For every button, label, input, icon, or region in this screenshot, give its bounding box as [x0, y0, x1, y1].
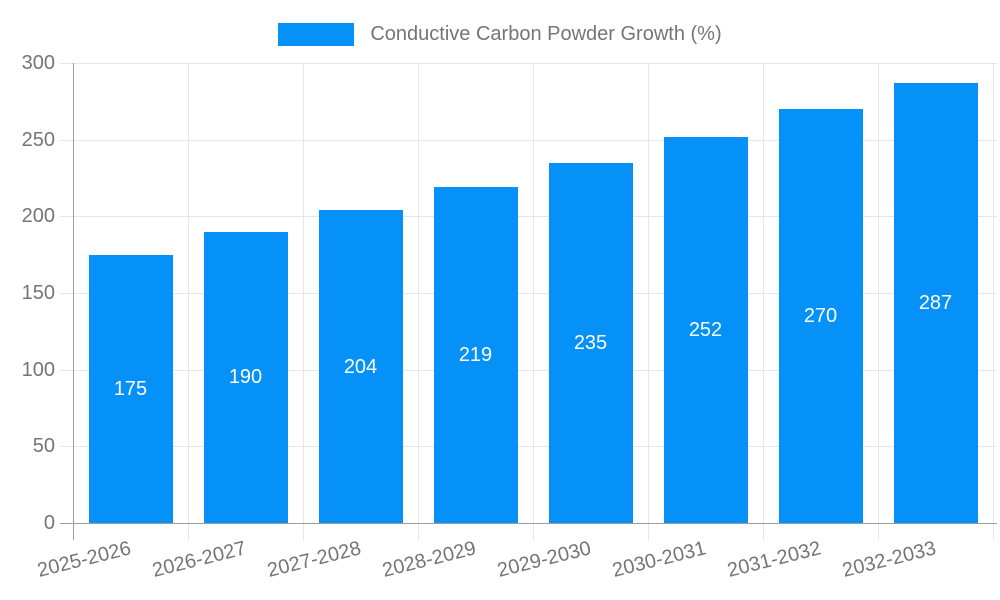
bar-value-label: 252 [688, 318, 723, 341]
bar-value-label: 175 [113, 377, 148, 400]
x-gridline [418, 63, 419, 540]
x-tick-label: 2030-2031 [610, 537, 709, 582]
y-gridline [60, 139, 997, 141]
y-tick-label: 100 [21, 358, 55, 381]
bar[interactable] [88, 254, 173, 523]
bar[interactable] [203, 231, 288, 523]
y-tick-label: 200 [21, 205, 55, 228]
x-tick-label: 2027-2028 [265, 537, 364, 582]
y-gridline [60, 369, 997, 371]
x-gridline [303, 63, 304, 540]
bar[interactable] [433, 187, 518, 523]
bar[interactable] [778, 109, 863, 523]
bar-value-label: 190 [228, 366, 263, 389]
y-tick-label: 300 [21, 52, 55, 74]
x-gridline [648, 63, 649, 540]
x-gridline [878, 63, 879, 540]
x-gridline [188, 63, 189, 540]
y-axis-line [73, 63, 74, 540]
bar-value-label: 219 [458, 344, 493, 367]
bar[interactable] [663, 136, 748, 523]
x-gridline [763, 63, 764, 540]
bar-value-label: 204 [343, 355, 378, 378]
bar[interactable] [318, 210, 403, 523]
bar-value-label: 235 [573, 331, 608, 354]
x-axis-line [60, 523, 997, 524]
legend-label: Conductive Carbon Powder Growth (%) [370, 22, 722, 45]
bar[interactable] [548, 162, 633, 523]
y-tick-label: 250 [21, 128, 55, 151]
bar[interactable] [893, 82, 978, 523]
x-tick-label: 2032-2033 [840, 537, 939, 582]
x-tick-label: 2028-2029 [380, 537, 479, 582]
chart-legend[interactable]: Conductive Carbon Powder Growth (%) [0, 20, 1000, 48]
x-gridline [993, 63, 994, 540]
x-tick-label: 2025-2026 [35, 537, 134, 582]
x-tick-label: 2026-2027 [150, 537, 249, 582]
y-gridline [60, 446, 997, 448]
y-tick-label: 0 [43, 512, 55, 534]
y-gridline [60, 216, 997, 218]
x-tick-label: 2029-2030 [495, 537, 594, 582]
x-gridline [533, 63, 534, 540]
y-gridline [60, 63, 997, 64]
y-tick-label: 150 [21, 282, 55, 304]
x-tick-label: 2031-2032 [725, 537, 824, 582]
bar-value-label: 270 [803, 305, 838, 327]
y-gridline [60, 293, 997, 294]
bar-value-label: 287 [918, 291, 953, 314]
y-tick-label: 50 [32, 435, 55, 458]
legend-swatch-icon [278, 22, 355, 46]
